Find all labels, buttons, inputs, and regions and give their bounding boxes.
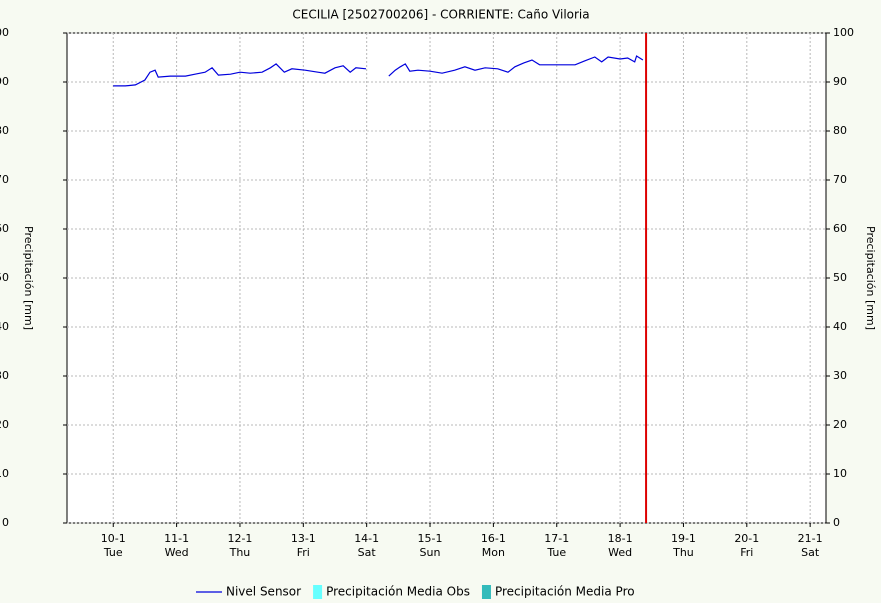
x-tick-label: 20-1 — [734, 532, 759, 545]
chart-title: CECILIA [2502700206] - CORRIENTE: Caño V… — [292, 8, 589, 22]
y-axis-label: Precipitación [mm] — [22, 226, 35, 330]
y2-tick-label: 0 — [833, 516, 840, 529]
y-tick-label: 80 — [0, 124, 9, 137]
x-tick-sublabel: Sun — [420, 546, 441, 559]
y2-tick-label: 70 — [833, 173, 847, 186]
y-tick-label: 30 — [0, 369, 9, 382]
x-tick-sublabel: Wed — [165, 546, 189, 559]
series-line — [113, 55, 644, 87]
legend-label: Precipitación Media Pro — [495, 585, 635, 599]
x-tick-label: 18-1 — [608, 532, 633, 545]
x-tick-sublabel: Sat — [358, 546, 377, 559]
x-tick-label: 12-1 — [227, 532, 252, 545]
y2-tick-label: 20 — [833, 418, 847, 431]
x-tick-label: 17-1 — [544, 532, 569, 545]
x-tick-sublabel: Fri — [740, 546, 753, 559]
y2-tick-label: 100 — [833, 26, 854, 39]
x-tick-sublabel: Tue — [103, 546, 123, 559]
y-tick-label: 70 — [0, 173, 9, 186]
y2-tick-label: 30 — [833, 369, 847, 382]
legend-swatch — [313, 585, 323, 599]
y2-tick-label: 40 — [833, 320, 847, 333]
x-tick-label: 10-1 — [101, 532, 126, 545]
legend-label: Precipitación Media Obs — [326, 585, 470, 599]
y-tick-label: 100 — [0, 26, 9, 39]
x-tick-label: 14-1 — [354, 532, 379, 545]
y-tick-label: 90 — [0, 75, 9, 88]
y-tick-label: 10 — [0, 467, 9, 480]
y2-tick-label: 10 — [833, 467, 847, 480]
x-tick-label: 13-1 — [291, 532, 316, 545]
y2-tick-label: 60 — [833, 222, 847, 235]
x-tick-label: 21-1 — [798, 532, 823, 545]
y2-tick-label: 90 — [833, 75, 847, 88]
y2-tick-label: 50 — [833, 271, 847, 284]
legend-swatch — [481, 585, 491, 599]
legend-label: Nivel Sensor — [226, 585, 301, 599]
x-tick-label: 15-1 — [418, 532, 443, 545]
x-tick-sublabel: Mon — [482, 546, 505, 559]
x-tick-label: 19-1 — [671, 532, 696, 545]
x-tick-sublabel: Wed — [608, 546, 632, 559]
x-tick-sublabel: Sat — [801, 546, 820, 559]
y2-axis-label: Precipitación [mm] — [864, 226, 877, 330]
y-tick-label: 60 — [0, 222, 9, 235]
y-tick-label: 50 — [0, 271, 9, 284]
y-tick-label: 40 — [0, 320, 9, 333]
x-tick-sublabel: Tue — [546, 546, 566, 559]
y-tick-label: 20 — [0, 418, 9, 431]
x-tick-sublabel: Thu — [672, 546, 694, 559]
x-tick-label: 16-1 — [481, 532, 506, 545]
x-tick-label: 11-1 — [164, 532, 189, 545]
x-tick-sublabel: Thu — [229, 546, 251, 559]
y-tick-label: 0 — [2, 516, 9, 529]
y2-tick-label: 80 — [833, 124, 847, 137]
x-tick-sublabel: Fri — [297, 546, 310, 559]
